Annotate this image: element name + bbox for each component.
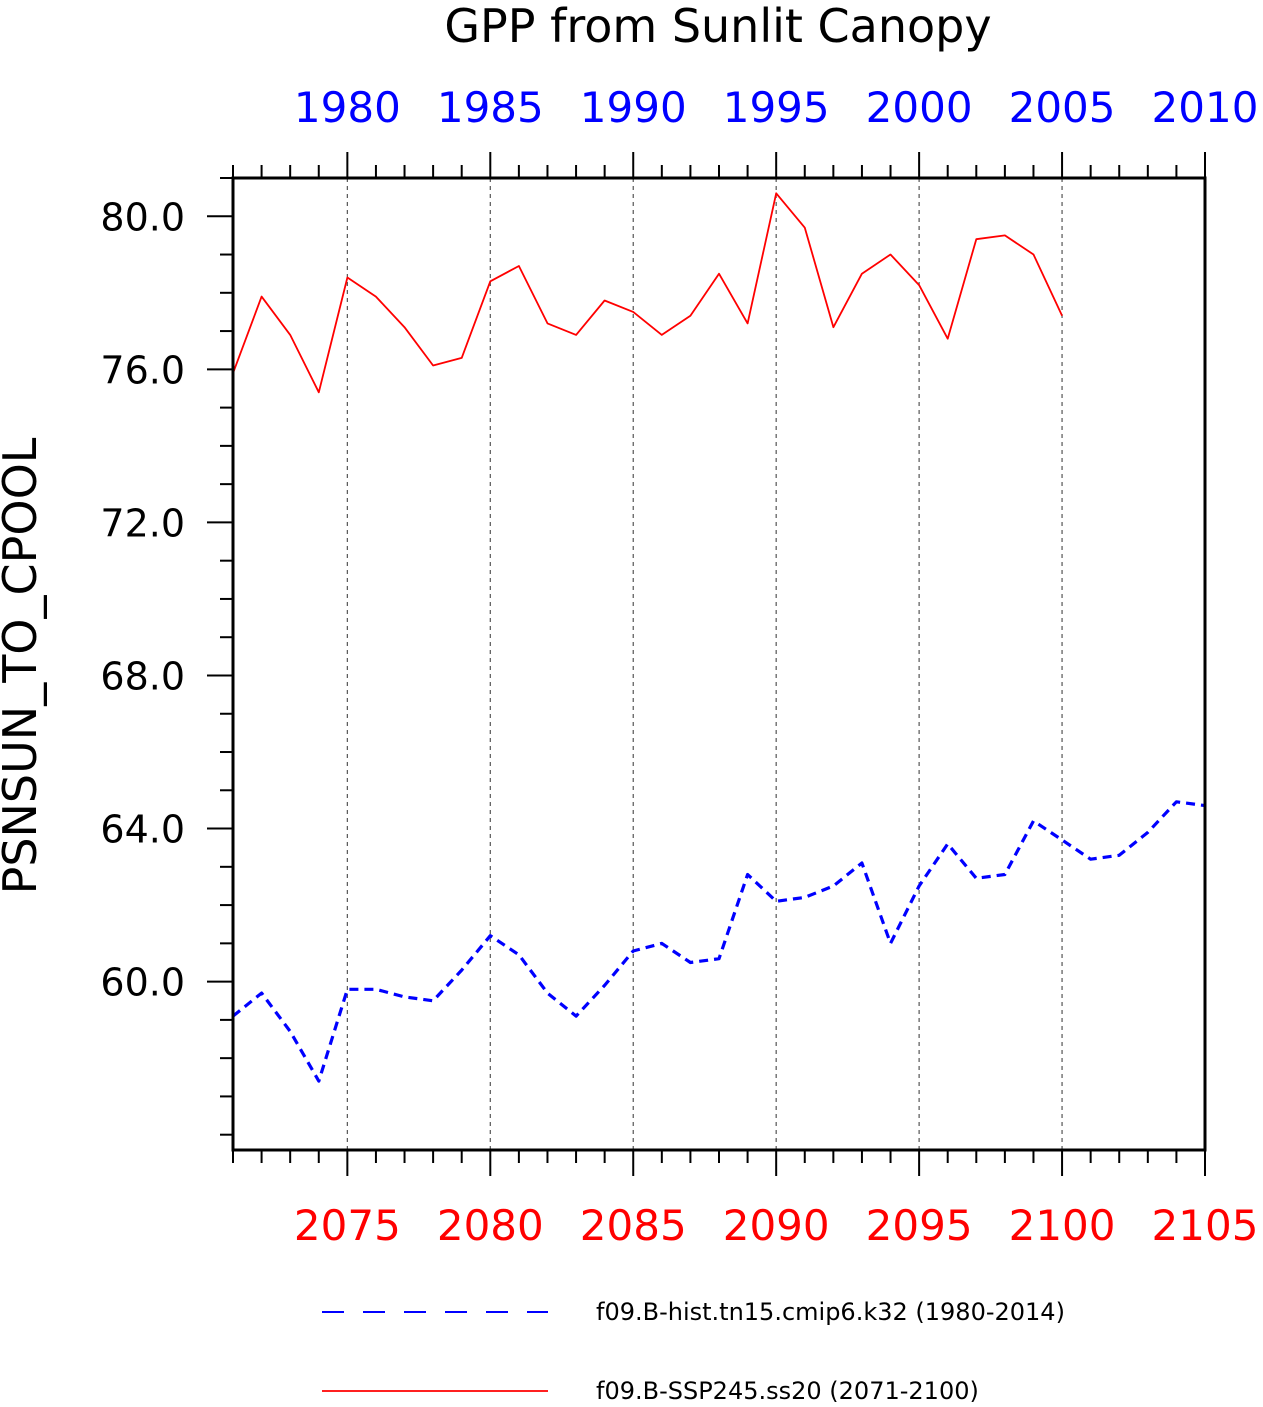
x-bottom-tick-label: 2080	[437, 1201, 544, 1250]
x-bottom-tick-label: 2095	[866, 1201, 973, 1250]
legend-label: f09.B-SSP245.ss20 (2071-2100)	[596, 1377, 979, 1405]
x-top-tick-label: 2000	[866, 83, 973, 132]
x-bottom-tick-label: 2105	[1152, 1201, 1259, 1250]
x-bottom-tick-label: 2085	[580, 1201, 687, 1250]
y-tick-label: 64.0	[100, 808, 185, 852]
plot-frame	[231, 176, 1207, 1152]
tick-layer	[207, 152, 1206, 1176]
y-tick-label: 76.0	[100, 348, 185, 392]
x-bottom-tick-label: 2090	[723, 1201, 830, 1250]
y-tick-label: 72.0	[100, 501, 185, 545]
y-tick-label: 60.0	[100, 961, 185, 1005]
y-tick-label: 80.0	[100, 195, 185, 239]
x-top-tick-label: 1985	[437, 83, 544, 132]
chart-title: GPP from Sunlit Canopy	[444, 0, 991, 53]
y-axis-label: PSNSUN_TO_CPOOL	[0, 437, 47, 894]
x-top-tick-label: 1995	[723, 83, 830, 132]
x-top-tick-label: 1980	[294, 83, 401, 132]
x-top-tick-label: 2010	[1152, 83, 1259, 132]
legend-label: f09.B-hist.tn15.cmip6.k32 (1980-2014)	[596, 1298, 1065, 1326]
legend: f09.B-hist.tn15.cmip6.k32 (1980-2014) f09…	[322, 1298, 1065, 1405]
series-layer	[231, 192, 1206, 1083]
tick-label-layer: 2075 2080 2085 2090 2095 2100 2105 1980 1985 1990…	[100, 83, 1258, 1250]
x-bottom-tick-label: 2075	[294, 1201, 401, 1250]
y-tick-label: 68.0	[100, 654, 185, 698]
x-top-tick-label: 1990	[580, 83, 687, 132]
series-line	[231, 800, 1206, 1083]
series-line	[232, 192, 1063, 394]
x-top-tick-label: 2005	[1009, 83, 1116, 132]
grid-lines	[346, 178, 1063, 1150]
x-bottom-tick-label: 2100	[1009, 1201, 1116, 1250]
